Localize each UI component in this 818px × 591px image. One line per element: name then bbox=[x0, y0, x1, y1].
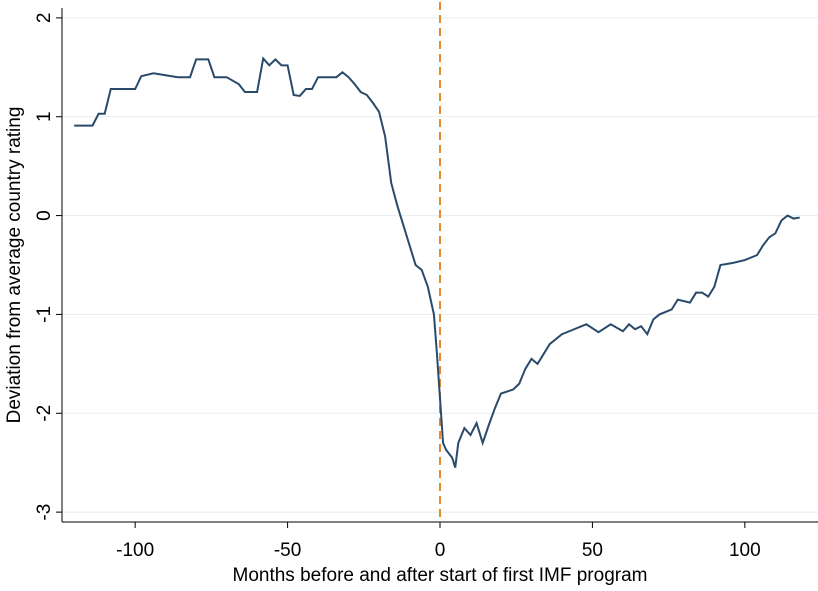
y-tick-label: -2 bbox=[34, 405, 55, 422]
x-tick-label: -50 bbox=[274, 540, 301, 561]
x-tick-label: 0 bbox=[435, 540, 446, 561]
data-line bbox=[74, 56, 800, 468]
y-tick-label: 2 bbox=[34, 13, 55, 24]
x-tick-label: 100 bbox=[729, 540, 761, 561]
y-tick-label: 1 bbox=[34, 111, 55, 122]
y-tick-label: -3 bbox=[34, 504, 55, 521]
y-tick-label: -1 bbox=[34, 306, 55, 323]
y-tick-label: 0 bbox=[34, 210, 55, 221]
x-axis-label: Months before and after start of first I… bbox=[233, 565, 648, 586]
y-axis-label: Deviation from average country rating bbox=[4, 107, 25, 424]
x-tick-label: 50 bbox=[582, 540, 603, 561]
x-tick-label: -100 bbox=[116, 540, 154, 561]
